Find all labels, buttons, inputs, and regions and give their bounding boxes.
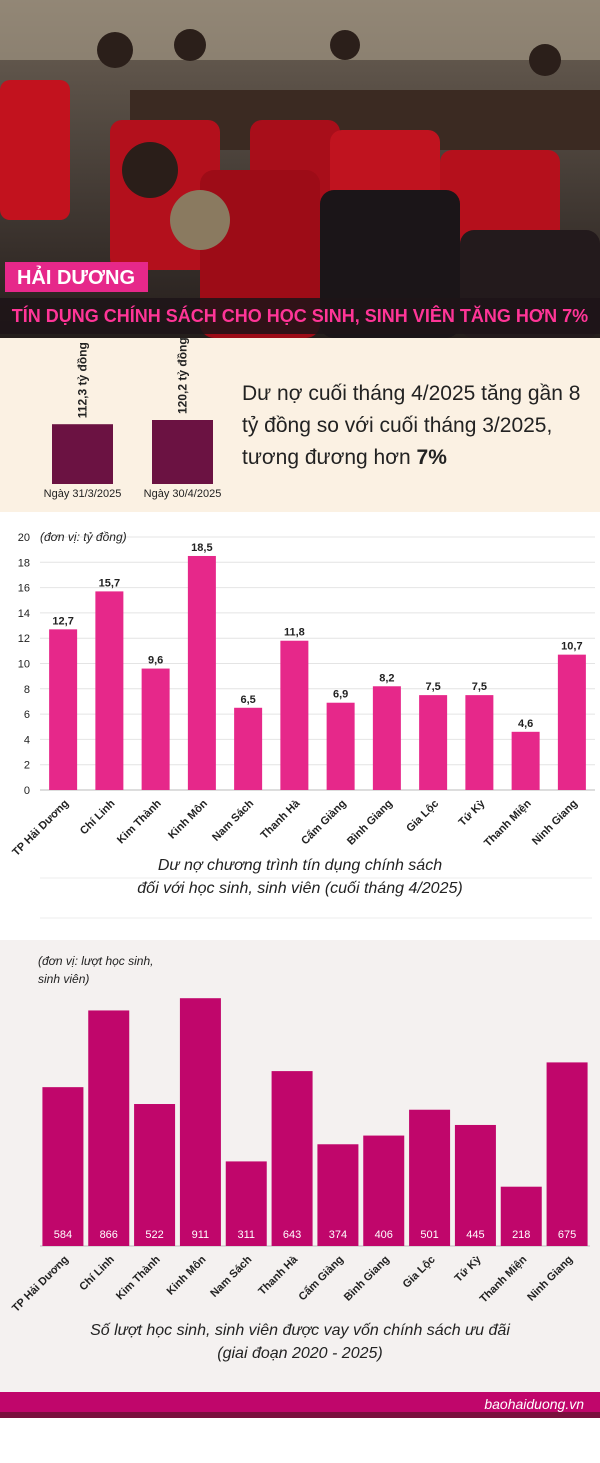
value-label: 7,5 [425, 681, 440, 693]
bar [363, 1135, 405, 1246]
value-label: 120,2 tỷ đồng [176, 337, 190, 414]
y-tick-label: 20 [18, 532, 30, 544]
value-label: 9,6 [148, 655, 163, 667]
value-label: 112,3 tỷ đồng [76, 342, 90, 418]
bar [454, 1124, 496, 1246]
bar [409, 1109, 451, 1246]
bar [234, 707, 263, 790]
unit-label: sinh viên) [38, 972, 89, 986]
y-tick-label: 2 [24, 760, 30, 772]
bar [88, 1010, 130, 1246]
bar [134, 1104, 176, 1246]
bar [271, 1071, 313, 1246]
bar [52, 424, 113, 484]
summary-text: Dư nợ cuối tháng 4/2025 tăng gần 8 tỷ đồ… [242, 382, 581, 469]
bar [372, 686, 401, 790]
y-tick-label: 10 [18, 659, 30, 671]
value-label: 584 [54, 1229, 72, 1241]
value-label: 643 [283, 1229, 301, 1241]
y-tick-label: 14 [18, 608, 30, 620]
bar [465, 695, 494, 790]
y-tick-label: 4 [24, 734, 30, 746]
value-label: 445 [466, 1229, 484, 1241]
value-label: 18,5 [191, 542, 212, 554]
bar [500, 1186, 542, 1246]
value-label: 11,8 [284, 627, 305, 639]
bar [511, 731, 540, 790]
bar [280, 640, 309, 790]
bar [141, 668, 170, 790]
headline: TÍN DỤNG CHÍNH SÁCH CHO HỌC SINH, SINH V… [12, 305, 588, 326]
y-tick-label: 0 [24, 785, 30, 797]
source: baohaiduong.vn [484, 1396, 584, 1412]
region-badge [5, 262, 148, 292]
chart-title: Dư nợ chương trình tín dụng chính sách [158, 857, 442, 874]
bar [225, 1161, 267, 1246]
summary: Dư nợ cuối tháng 4/2025 tăng gần 8 tỷ đồ… [242, 378, 582, 474]
unit-label: (đơn vị: tỷ đồng) [40, 530, 127, 544]
summary-highlight: 7% [416, 446, 447, 469]
footer-band [0, 1392, 600, 1414]
bar [546, 1062, 588, 1246]
value-label: 374 [329, 1229, 347, 1241]
y-tick-label: 18 [18, 557, 30, 569]
unit-label: (đơn vị: lượt học sinh, [38, 954, 154, 968]
y-tick-label: 12 [18, 633, 30, 645]
value-label: 501 [420, 1229, 438, 1241]
bar [187, 555, 216, 790]
value-label: 4,6 [518, 718, 533, 730]
bar [49, 629, 78, 790]
bar [326, 702, 355, 790]
bar [152, 420, 213, 484]
footer-line [0, 1412, 600, 1418]
x-tick-label: Ngày 30/4/2025 [144, 488, 222, 500]
value-label: 311 [237, 1229, 255, 1241]
value-label: 522 [145, 1229, 163, 1241]
value-label: 12,7 [52, 615, 73, 627]
chart-title: Số lượt học sinh, sinh viên được vay vốn… [90, 1322, 510, 1339]
bar [95, 591, 124, 790]
bar [42, 1087, 84, 1246]
chart-title: đối với học sinh, sinh viên (cuối tháng … [137, 880, 462, 897]
value-label: 10,7 [561, 641, 582, 653]
value-label: 866 [100, 1229, 118, 1241]
value-label: 6,5 [240, 694, 255, 706]
y-tick-label: 16 [18, 583, 30, 595]
region: HẢI DƯƠNG [17, 266, 135, 289]
y-tick-label: 8 [24, 684, 30, 696]
x-tick-label: Ngày 31/3/2025 [44, 488, 122, 500]
title-band [0, 298, 600, 334]
value-label: 8,2 [379, 672, 394, 684]
value-label: 911 [192, 1229, 210, 1241]
bar [419, 695, 448, 790]
bar [557, 654, 586, 790]
bar [317, 1144, 359, 1246]
value-label: 7,5 [472, 681, 487, 693]
value-label: 15,7 [99, 577, 120, 589]
value-label: 218 [512, 1229, 530, 1241]
value-label: 675 [558, 1229, 576, 1241]
value-label: 6,9 [333, 689, 348, 701]
y-tick-label: 6 [24, 709, 30, 721]
bar [179, 998, 221, 1246]
value-label: 406 [375, 1229, 393, 1241]
chart-title: (giai đoạn 2020 - 2025) [217, 1345, 382, 1362]
